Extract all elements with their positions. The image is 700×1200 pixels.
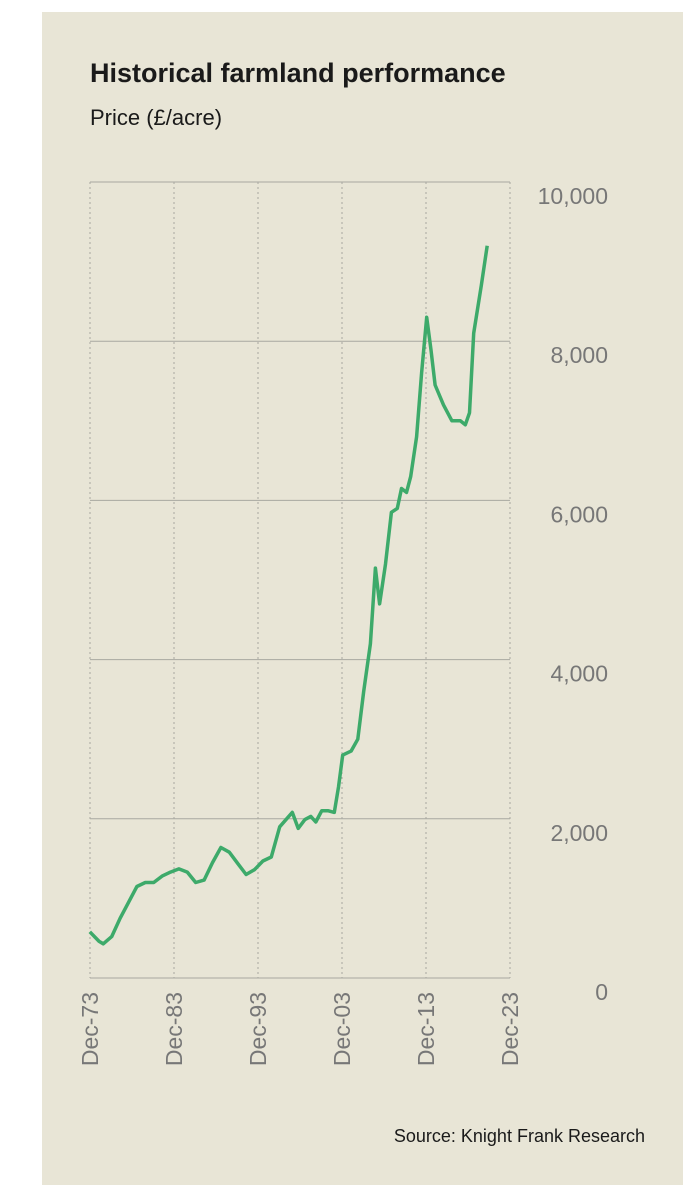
chart-title: Historical farmland performance	[90, 58, 506, 88]
y-tick-label: 2,000	[550, 820, 608, 846]
y-tick-label: 6,000	[550, 501, 608, 527]
y-tick-label: 4,000	[550, 661, 608, 687]
y-tick-label: 10,000	[538, 183, 608, 209]
chart-subtitle: Price (£/acre)	[90, 105, 222, 130]
x-tick-label: Dec-73	[77, 992, 103, 1066]
x-tick-label: Dec-03	[329, 992, 355, 1066]
x-tick-label: Dec-93	[245, 992, 271, 1066]
panel	[42, 12, 683, 1185]
y-tick-label: 0	[595, 979, 608, 1005]
y-tick-label: 8,000	[550, 342, 608, 368]
data-line	[88, 245, 489, 946]
source: Source: Knight Frank Research	[394, 1126, 645, 1146]
x-tick-label: Dec-13	[413, 992, 439, 1066]
x-tick-label: Dec-23	[497, 992, 523, 1066]
x-tick-label: Dec-83	[161, 992, 187, 1066]
